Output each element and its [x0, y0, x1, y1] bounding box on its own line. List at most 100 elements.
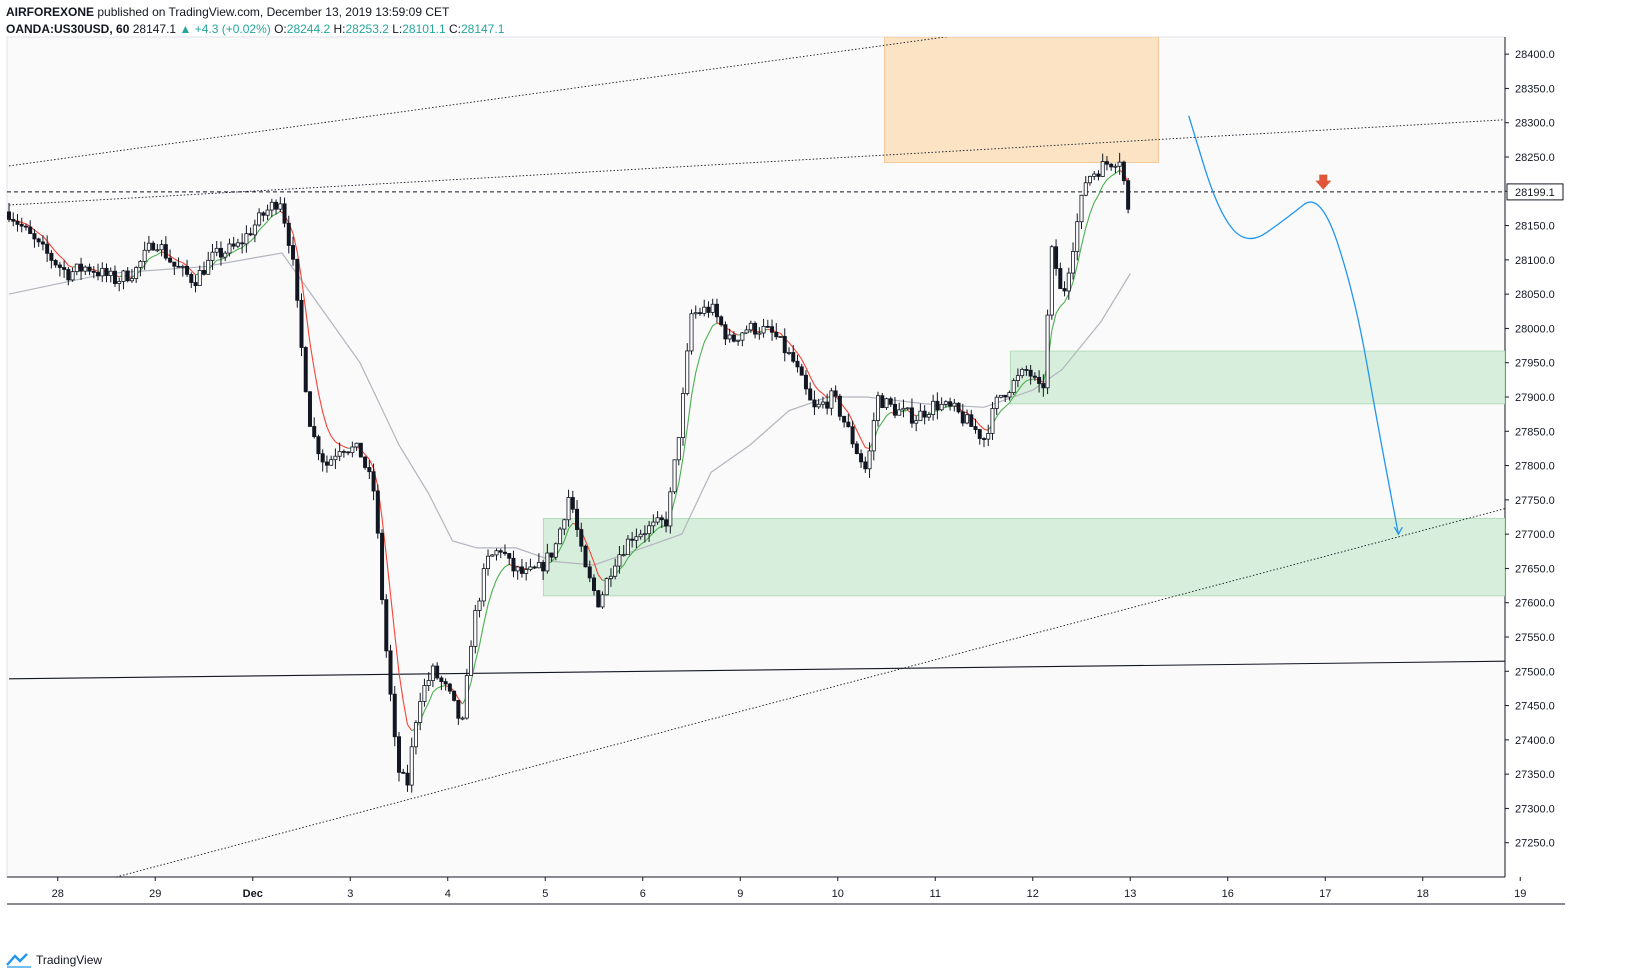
candle-body — [469, 645, 474, 676]
candle-body — [918, 410, 923, 422]
fast-ma-segment — [686, 395, 693, 429]
candle-body — [176, 265, 181, 268]
candle-body — [541, 561, 546, 572]
support-line-3 — [8, 660, 1505, 680]
candle-body — [163, 244, 168, 259]
candle-body — [274, 201, 279, 210]
fast-ma-segment — [619, 564, 625, 570]
fast-ma-segment — [292, 233, 298, 253]
candle-body — [486, 555, 491, 570]
projection-arrowhead-icon — [1393, 526, 1403, 536]
candle-body — [731, 334, 736, 342]
x-tick-label: 17 — [1319, 888, 1331, 900]
candle-body — [1109, 163, 1114, 168]
fast-ma-segment — [254, 229, 260, 238]
fast-ma-segment — [877, 422, 883, 429]
candle-body — [596, 590, 601, 608]
tradingview-brand[interactable]: TradingView — [6, 952, 102, 968]
candle-body — [659, 517, 664, 521]
candle-body — [867, 450, 872, 470]
candle-body — [744, 329, 749, 334]
trend-line-1 — [8, 119, 1505, 206]
fast-ma-segment — [139, 264, 146, 272]
fast-ma-segment — [335, 441, 340, 445]
candle-body — [316, 436, 321, 455]
candle-body — [11, 218, 16, 222]
fast-ma-segment — [474, 644, 481, 663]
candle-body — [460, 717, 465, 720]
candle-body — [676, 437, 681, 461]
fast-ma-segment — [809, 376, 815, 386]
candle-body — [770, 326, 775, 333]
candle-body — [630, 538, 635, 541]
fast-ma-segment — [182, 262, 188, 267]
candle-body — [1049, 246, 1054, 316]
fast-ma-segment — [373, 468, 379, 487]
fast-ma-segment — [63, 259, 69, 266]
candle-body — [333, 455, 338, 461]
candle-body — [723, 324, 728, 340]
fast-ma-segment — [1080, 227, 1087, 246]
candle-body — [49, 252, 54, 261]
fast-ma-segment — [881, 415, 887, 423]
x-tick-label: 29 — [149, 888, 161, 900]
candle-body — [96, 272, 101, 277]
candle-body — [79, 263, 84, 272]
trend-line-0 — [8, 37, 949, 167]
symbol-label[interactable]: OANDA:US30USD, 60 — [6, 22, 130, 36]
candle-body — [1100, 161, 1105, 177]
candle-body — [231, 243, 236, 247]
fast-ma-segment — [983, 428, 989, 431]
candle-body — [477, 600, 482, 611]
candle-body — [456, 700, 461, 719]
candle-body — [401, 771, 406, 774]
fast-ma-segment — [68, 264, 73, 268]
candle-body — [1020, 369, 1025, 377]
fast-ma-segment — [729, 329, 735, 334]
candle-body — [1096, 173, 1101, 177]
candle-body — [265, 209, 270, 216]
candle-body — [998, 394, 1003, 398]
fast-ma-segment — [886, 412, 892, 417]
fast-ma-segment — [568, 522, 574, 530]
candle-body — [502, 551, 507, 554]
candle-body — [19, 223, 24, 227]
fast-ma-segment — [241, 243, 247, 249]
candle-body — [689, 313, 694, 352]
candle-body — [23, 225, 28, 228]
candle-body — [608, 575, 613, 579]
candle-body — [104, 267, 109, 277]
candle-body — [994, 396, 999, 409]
candle-body — [736, 339, 741, 342]
fast-ma-segment — [457, 698, 464, 705]
x-tick-label: Dec — [243, 888, 263, 900]
candle-body — [948, 401, 953, 407]
candle-body — [986, 433, 991, 440]
candle-body — [269, 201, 274, 211]
candle-body — [833, 390, 838, 397]
fast-ma-segment — [178, 260, 183, 264]
fast-ma-segment — [504, 563, 510, 568]
fast-ma-segment — [479, 623, 485, 646]
candle-body — [926, 414, 931, 418]
fast-ma-segment — [21, 222, 27, 225]
last-price: 28147.1 — [132, 22, 177, 36]
candle-body — [1058, 268, 1063, 289]
candle-body — [1087, 175, 1092, 184]
candle-body — [248, 233, 253, 236]
candle-body — [329, 459, 334, 466]
candle-body — [405, 772, 410, 786]
fast-ma-segment — [1072, 265, 1078, 283]
fast-ma-segment — [1064, 293, 1070, 303]
candle-body — [299, 299, 304, 348]
candle-body — [223, 252, 228, 258]
fast-ma-segment — [25, 223, 31, 227]
candle-body — [172, 261, 177, 267]
published-text: published on TradingView.com, December 1… — [97, 5, 450, 19]
candle-body — [371, 471, 376, 492]
candle-body — [201, 270, 206, 275]
candle-body — [350, 446, 355, 454]
fast-ma-segment — [262, 221, 268, 227]
candle-body — [278, 203, 283, 210]
